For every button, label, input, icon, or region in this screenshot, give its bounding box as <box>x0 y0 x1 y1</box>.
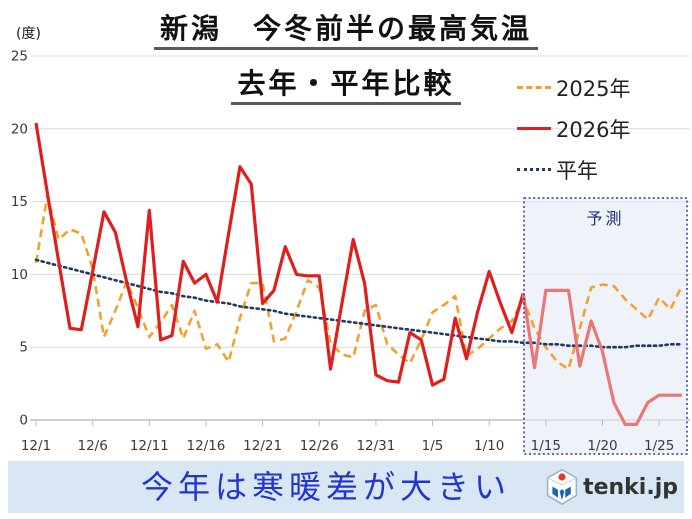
chart-title-line1: 新潟 今冬前半の最高気温 <box>0 12 692 51</box>
legend-label: 平年 <box>556 158 598 183</box>
x-tick-label-12/21: 12/21 <box>243 438 282 454</box>
legend-swatch-dotted <box>517 168 551 171</box>
y-tick-label-5: 5 <box>19 340 28 356</box>
caption-banner: 今年は寒暖差が大きい tenki.jp <box>8 461 684 513</box>
chart-title-line2-text: 去年・平年比較 <box>231 67 461 106</box>
y-axis-unit-label: (度) <box>16 26 41 42</box>
legend-item-2026年: 2026年 <box>517 108 630 149</box>
x-tick-label-12/6: 12/6 <box>77 438 107 454</box>
series-2026-forecast-line <box>521 288 682 426</box>
legend-swatch-solid <box>517 127 551 130</box>
y-tick-label-15: 15 <box>11 194 28 210</box>
x-tick-label-1/20: 1/20 <box>587 438 617 454</box>
temperature-chart: 12/1 12/6 12/11 12/16 12/21 12/26 12/31 1/5 1/10… <box>11 49 690 455</box>
x-tick-label-1/25: 1/25 <box>644 438 674 454</box>
x-tick-label-1/15: 1/15 <box>531 438 561 454</box>
caption-text: 今年は寒暖差が大きい <box>140 468 511 506</box>
x-tick-label-12/31: 12/31 <box>356 438 395 454</box>
legend-item-平年: 平年 <box>517 149 630 190</box>
tenki-logo-text: tenki.jp <box>583 474 678 500</box>
legend-label: 2025年 <box>556 76 631 101</box>
legend-swatch-dashed <box>517 86 551 89</box>
forecast-box-border <box>523 197 688 455</box>
x-tick-label-12/16: 12/16 <box>186 438 225 454</box>
y-tick-label-0: 0 <box>19 413 28 429</box>
chart-title-line1-text: 新潟 今冬前半の最高気温 <box>153 12 538 51</box>
logo-sun-dot <box>558 473 566 481</box>
y-tick-label-25: 25 <box>11 49 28 65</box>
series-2026-line <box>34 122 525 387</box>
y-tick-label-20: 20 <box>11 121 28 137</box>
forecast-box-fill <box>524 198 687 454</box>
series-heinen-line <box>34 258 684 349</box>
x-tick-label-1/10: 1/10 <box>474 438 504 454</box>
chart-title-line2: 去年・平年比較 <box>0 67 692 106</box>
x-tick-label-12/1: 12/1 <box>21 438 51 454</box>
x-tick-label-12/26: 12/26 <box>300 438 339 454</box>
series-2025-line <box>34 194 683 371</box>
tenki-logo-icon <box>546 469 578 505</box>
legend-item-2025年: 2025年 <box>517 67 630 108</box>
x-tick-label-1/5: 1/5 <box>422 438 444 454</box>
chart-legend: 2025年 2026年平年 <box>517 67 630 190</box>
x-tick-label-12/11: 12/11 <box>130 438 169 454</box>
legend-label: 2026年 <box>556 117 631 142</box>
forecast-region-label: 予測 <box>586 209 625 228</box>
tenki-logo: tenki.jp <box>546 469 678 505</box>
y-tick-label-10: 10 <box>11 267 28 283</box>
